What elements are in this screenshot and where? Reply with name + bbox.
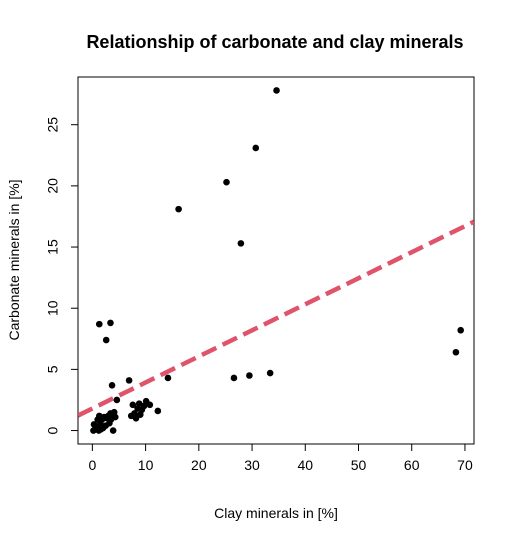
regression-line: [78, 219, 474, 418]
data-point: [154, 407, 162, 415]
x-tick-label: 60: [404, 457, 420, 473]
data-point: [129, 401, 137, 409]
data-point: [175, 205, 182, 213]
data-point: [266, 369, 274, 377]
data-point: [452, 348, 460, 356]
data-point: [273, 87, 280, 94]
x-tick-label: 20: [191, 457, 207, 473]
x-tick-label: 50: [351, 457, 367, 473]
data-point: [457, 326, 464, 334]
data-point: [95, 320, 103, 328]
data-point: [125, 377, 133, 384]
data-point: [102, 336, 110, 344]
x-axis: 0 10 20 30 40 50 60 70: [88, 443, 473, 473]
x-tick-label: 10: [138, 457, 154, 473]
data-point: [107, 319, 114, 327]
data-point: [230, 374, 238, 382]
y-tick-label: 10: [45, 300, 61, 316]
data-point: [109, 427, 117, 434]
data-point: [246, 372, 253, 379]
y-axis-label: Carbonate minerals in [%]: [6, 179, 22, 340]
data-point: [111, 413, 119, 421]
chart-title: Relationship of carbonate and clay miner…: [86, 32, 463, 52]
y-tick-label: 20: [45, 178, 61, 194]
x-axis-label: Clay minerals in [%]: [214, 505, 338, 521]
x-tick-label: 70: [457, 457, 473, 473]
data-points: [90, 87, 464, 434]
data-point: [164, 374, 172, 382]
plot-frame: [77, 76, 475, 445]
data-point: [252, 144, 260, 152]
data-point: [237, 240, 245, 247]
x-tick-label: 0: [88, 457, 96, 473]
y-axis: 0 5 10 15 20 25: [45, 117, 79, 434]
x-tick-label: 30: [244, 457, 260, 473]
x-tick-label: 40: [297, 457, 313, 473]
data-point: [113, 396, 121, 404]
data-point: [146, 401, 154, 409]
trendline-layer: [78, 219, 474, 418]
data-point: [223, 178, 230, 186]
y-tick-label: 0: [45, 426, 61, 434]
y-tick-label: 25: [45, 117, 61, 133]
data-point: [108, 381, 116, 389]
y-tick-label: 5: [45, 365, 61, 373]
y-tick-label: 15: [45, 239, 61, 255]
